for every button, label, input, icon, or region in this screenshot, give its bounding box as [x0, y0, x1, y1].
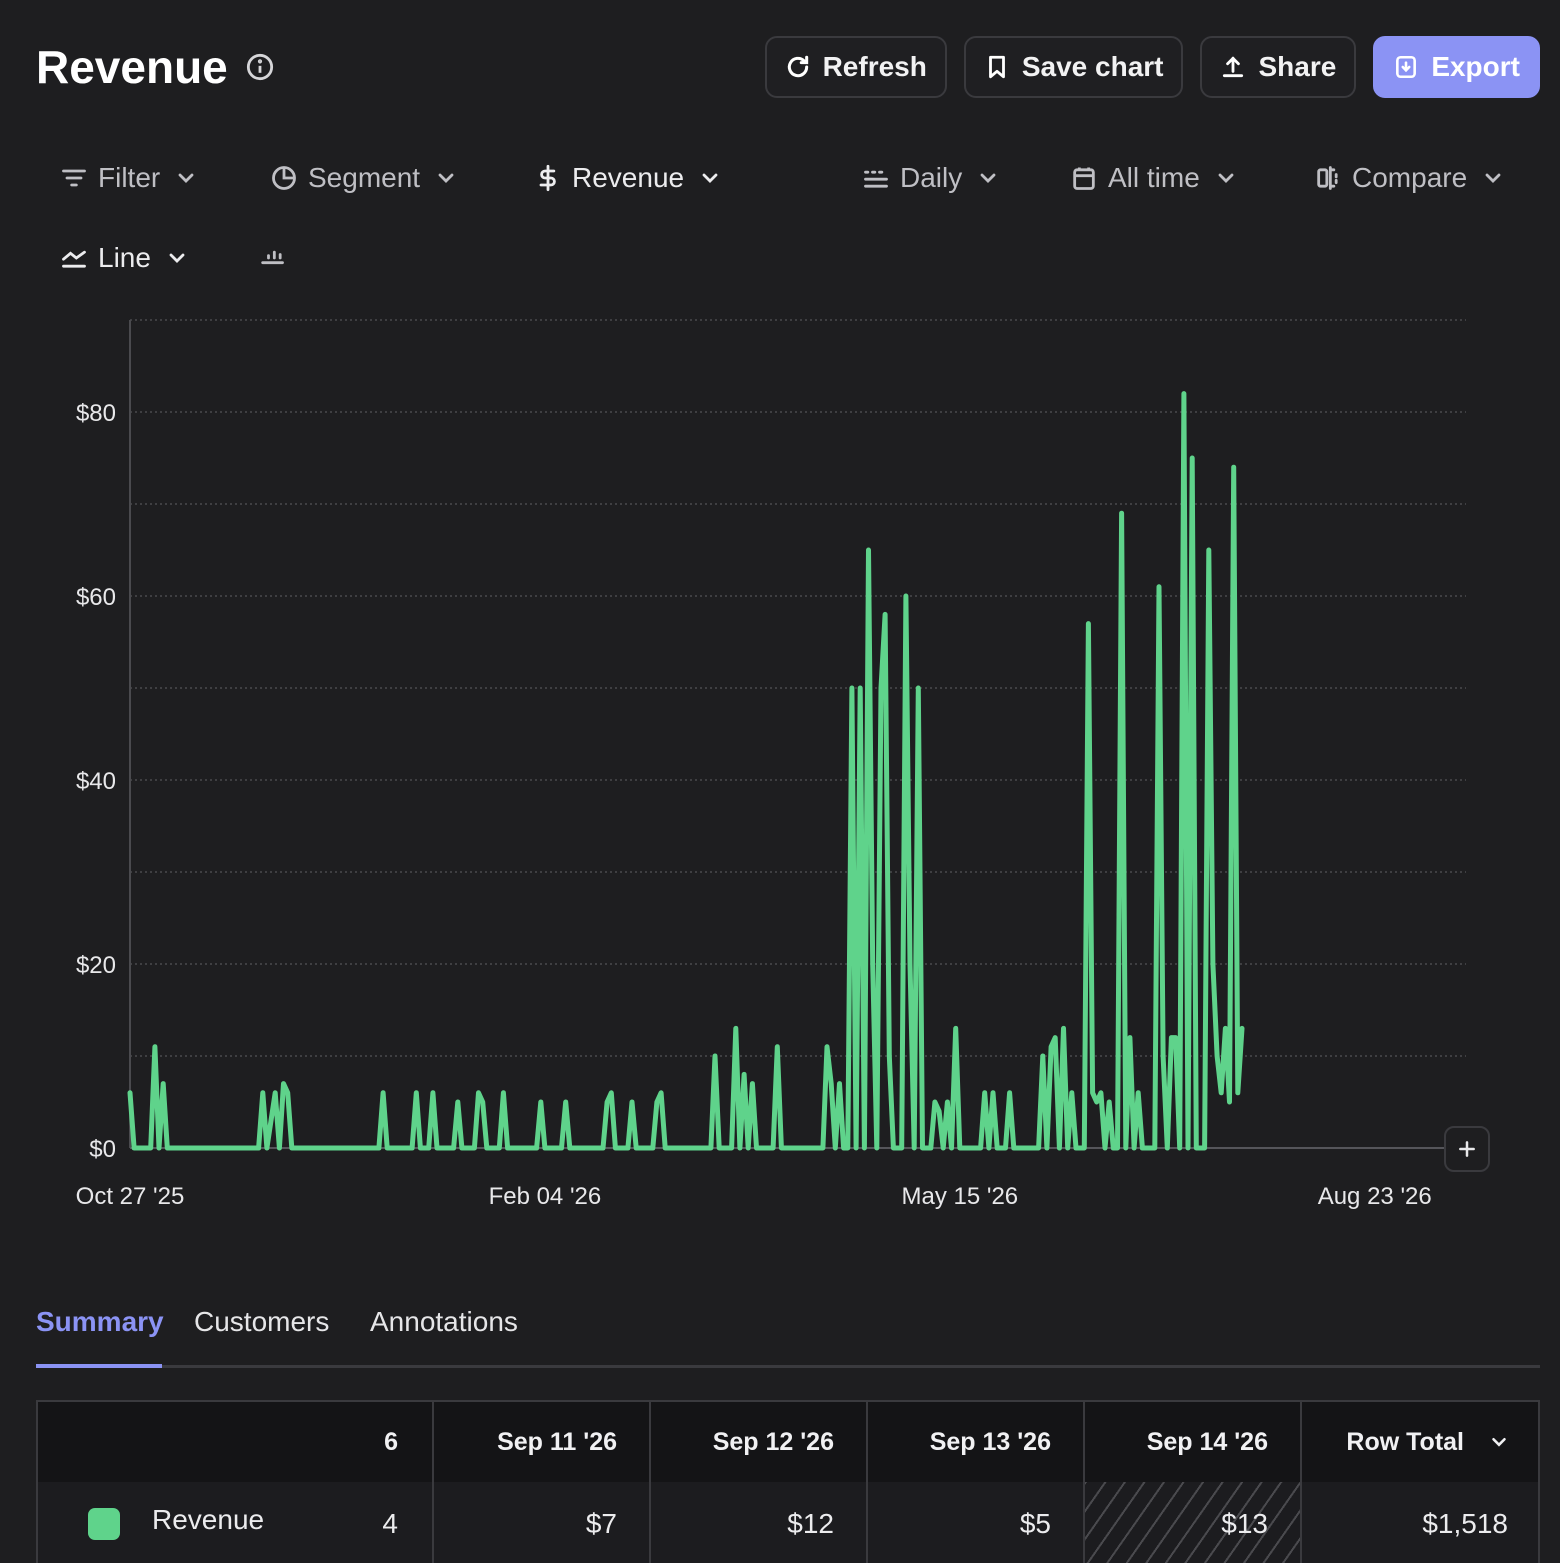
- segment-label: Segment: [308, 162, 421, 193]
- chart-controls: Filter Segment Revenue Daily All time Co…: [60, 152, 1520, 204]
- x-tick-label: Feb 04 '26: [489, 1183, 602, 1210]
- chevron-down-icon: [438, 173, 454, 183]
- tab-customers[interactable]: Customers: [194, 1306, 330, 1337]
- table-label-cell: Revenue 4: [38, 1482, 432, 1563]
- chevron-down-icon: [1485, 173, 1501, 183]
- chevron-down-icon: [1492, 1437, 1506, 1447]
- upload-icon: [1223, 56, 1244, 78]
- share-label: Share: [1258, 51, 1337, 82]
- metric-label: Revenue: [572, 162, 685, 193]
- y-tick-label: $20: [76, 952, 116, 979]
- share-button[interactable]: Share: [1200, 36, 1357, 98]
- table-header-cell: 6: [38, 1402, 432, 1482]
- interval-dropdown[interactable]: Daily: [862, 152, 1000, 204]
- active-tab-indicator: [36, 1364, 162, 1368]
- dollar-icon: [539, 164, 556, 192]
- chart-type-dropdown[interactable]: Line: [60, 232, 189, 284]
- page-title-wrap: Revenue: [36, 40, 274, 94]
- table-header-cell: Sep 14 '26: [1083, 1402, 1300, 1482]
- chart-type-controls: Line: [60, 232, 360, 284]
- table-cell: $5: [866, 1482, 1083, 1563]
- page-title: Revenue: [36, 41, 228, 93]
- compare-icon: [1317, 166, 1338, 190]
- chevron-down-icon: [1218, 173, 1234, 183]
- refresh-icon: [787, 55, 808, 78]
- table-cell-incomplete: $13: [1083, 1482, 1300, 1563]
- row-total-header[interactable]: Row Total: [1300, 1402, 1540, 1482]
- series-color-swatch: [88, 1508, 120, 1540]
- x-tick-label: May 15 '26: [901, 1183, 1018, 1210]
- segment-dropdown[interactable]: Segment: [270, 152, 458, 204]
- filter-label: Filter: [98, 162, 161, 193]
- calendar-icon: [1073, 167, 1095, 190]
- interval-icon: [864, 170, 888, 188]
- chart-options-button[interactable]: [258, 232, 286, 284]
- metric-dropdown[interactable]: Revenue: [534, 152, 722, 204]
- partial-column-header: 6: [384, 1427, 398, 1456]
- partial-cell-value: 4: [382, 1507, 398, 1539]
- revenue-chart-svg: $0 $20 $40 $60 $80 Oct 27 '25 Feb 04 '26 May 15…: [76, 319, 1466, 1210]
- x-tick-label: Aug 23 '26: [1318, 1183, 1432, 1210]
- compare-dropdown[interactable]: Compare: [1314, 152, 1505, 204]
- chart-type-label: Line: [98, 242, 151, 273]
- x-tick-label: Oct 27 '25: [76, 1183, 185, 1210]
- plus-icon: [1459, 1141, 1475, 1157]
- y-tick-label: $80: [76, 400, 116, 427]
- series-line-revenue: [127, 391, 1245, 1151]
- summary-table: 6 Sep 11 '26 Sep 12 '26 Sep 13 '26 Sep 1…: [36, 1400, 1540, 1563]
- action-toolbar: Refresh Save chart Share Export: [764, 36, 1540, 98]
- page-header: Revenue Refresh Save chart Share Export: [36, 36, 1540, 100]
- chevron-down-icon: [702, 173, 718, 183]
- filter-dropdown[interactable]: Filter: [60, 152, 198, 204]
- save-chart-button[interactable]: Save chart: [963, 36, 1184, 98]
- interval-label: Daily: [900, 162, 963, 193]
- tab-annotations[interactable]: Annotations: [370, 1306, 518, 1337]
- table-header-cell: Sep 13 '26: [866, 1402, 1083, 1482]
- detail-tabs: Summary Customers Annotations: [36, 1298, 1540, 1368]
- refresh-button[interactable]: Refresh: [764, 36, 947, 98]
- table-header-cell: Sep 12 '26: [649, 1402, 866, 1482]
- revenue-chart: $0 $20 $40 $60 $80 Oct 27 '25 Feb 04 '26 May 15…: [0, 300, 1560, 1230]
- chevron-down-icon: [178, 173, 194, 183]
- bar-options-icon: [261, 250, 284, 265]
- row-label: Revenue: [152, 1504, 265, 1535]
- chevron-down-icon: [169, 253, 185, 263]
- row-total-label: Row Total: [1346, 1427, 1464, 1456]
- export-label: Export: [1431, 51, 1520, 82]
- y-tick-label: $60: [76, 584, 116, 611]
- save-chart-label: Save chart: [1021, 51, 1164, 82]
- info-icon[interactable]: [246, 53, 274, 81]
- export-icon: [1396, 55, 1417, 79]
- filter-icon: [62, 169, 86, 187]
- bookmark-icon: [988, 55, 1005, 79]
- export-button[interactable]: Export: [1373, 36, 1540, 98]
- add-annotation-button[interactable]: [1444, 1126, 1490, 1172]
- table-row[interactable]: Revenue 4 $7 $12 $5 $13 $1,518: [38, 1482, 1538, 1563]
- date-range-dropdown[interactable]: All time: [1070, 152, 1238, 204]
- table-header-row: 6 Sep 11 '26 Sep 12 '26 Sep 13 '26 Sep 1…: [38, 1402, 1538, 1482]
- chevron-down-icon: [980, 173, 996, 183]
- table-cell: $12: [649, 1482, 866, 1563]
- line-chart-icon: [62, 250, 86, 268]
- table-cell: $7: [432, 1482, 649, 1563]
- date-range-label: All time: [1108, 162, 1200, 193]
- y-tick-label: $40: [76, 768, 116, 795]
- y-tick-label: $0: [89, 1136, 116, 1163]
- pie-icon: [272, 166, 296, 190]
- compare-label: Compare: [1352, 162, 1468, 193]
- tab-summary[interactable]: Summary: [36, 1306, 164, 1337]
- row-total-cell: $1,518: [1300, 1482, 1540, 1563]
- table-header-cell: Sep 11 '26: [432, 1402, 649, 1482]
- refresh-label: Refresh: [822, 51, 927, 82]
